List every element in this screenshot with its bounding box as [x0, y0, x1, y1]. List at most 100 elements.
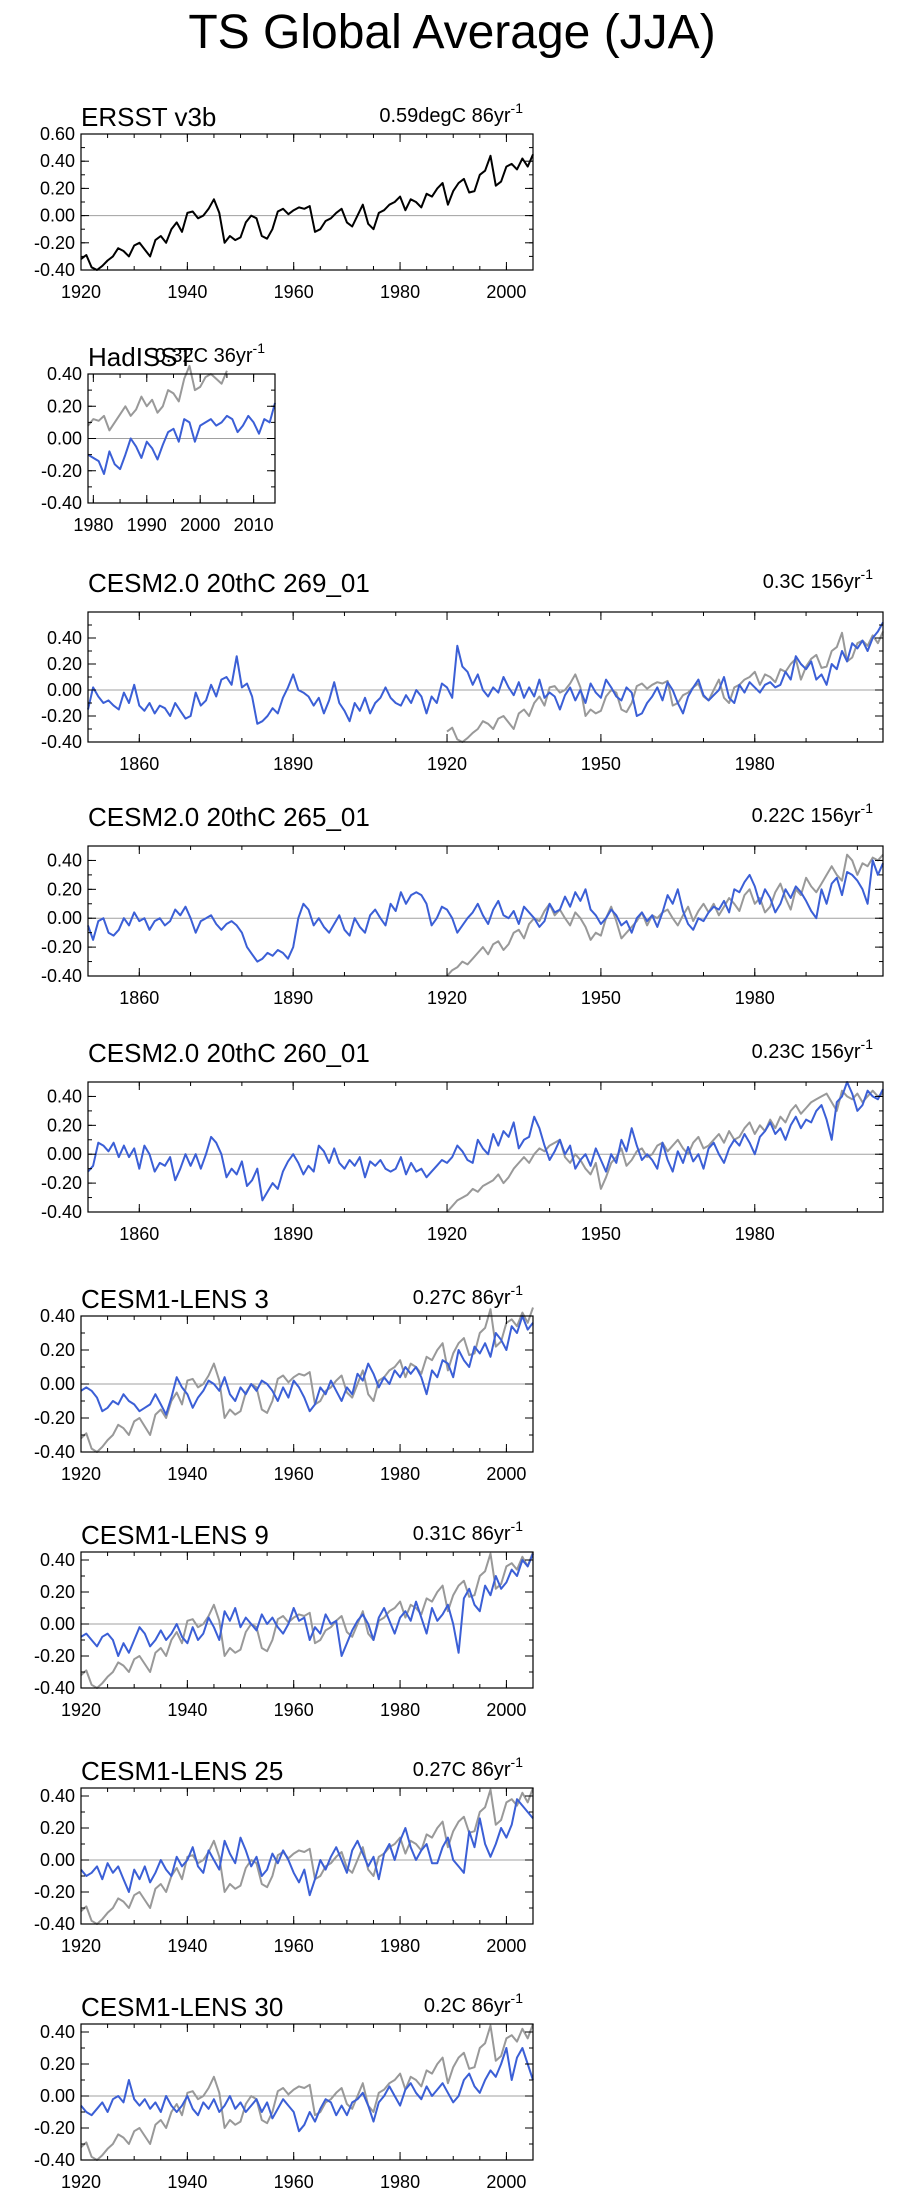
trend-exponent: -1 [511, 1282, 524, 1298]
x-tick-label: 1960 [274, 1464, 314, 1484]
y-tick-label: 0.40 [40, 2022, 75, 2042]
panel-title: CESM2.0 20thC 265_01 [88, 802, 370, 832]
model-series-line [87, 1081, 884, 1202]
y-tick-label: 0.00 [40, 1374, 75, 1394]
trend-exponent: -1 [511, 100, 524, 116]
trend-exponent: -1 [511, 1518, 524, 1534]
reference-series-line [446, 1089, 884, 1213]
y-tick-label: 0.20 [47, 396, 82, 416]
x-tick-label: 1890 [273, 988, 313, 1008]
reference-series-line [80, 1551, 534, 1689]
model-series-line [80, 2047, 534, 2133]
plot-frame [80, 1551, 534, 1689]
panel-cesm2-269: CESM2.0 20thC 269_01 0.3C 156yr-1 -0.40 -0.… [41, 566, 884, 774]
x-tick-label: 1980 [380, 2172, 420, 2192]
y-tick-label: -0.20 [41, 706, 82, 726]
panel-trend: 0.3C 156yr-1 [763, 566, 874, 593]
panel-lens-30: CESM1-LENS 30 0.2C 86yr-1 -0.40 -0.20 0.00 0.… [34, 1990, 534, 2192]
x-tick-label: 1920 [61, 1464, 101, 1484]
y-tick-label: 0.20 [47, 879, 82, 899]
trend-exponent: -1 [253, 340, 266, 356]
y-tick-label: -0.40 [34, 2150, 75, 2170]
y-tick-label: 0.20 [40, 1340, 75, 1360]
y-tick-label: 0.00 [40, 1614, 75, 1634]
y-tick-label: 0.40 [40, 1786, 75, 1806]
x-tick-label: 1980 [380, 282, 420, 302]
y-tick-label: 0.00 [47, 1144, 82, 1164]
panel-cesm2-265: CESM2.0 20thC 265_01 0.22C 156yr-1 -0.40 -0… [41, 800, 884, 1008]
y-tick-label: 0.40 [47, 628, 82, 648]
y-tick-label: 0.00 [47, 429, 82, 449]
trend-value: 0.27C 86yr [413, 1287, 511, 1309]
y-tick-label: 0.40 [40, 1306, 75, 1326]
x-tick-label: 1940 [167, 282, 207, 302]
y-tick-label: -0.20 [34, 2118, 75, 2138]
trend-value: 0.3C 156yr [763, 571, 861, 593]
y-tick-label: 0.60 [40, 124, 75, 144]
x-tick-label: 1950 [581, 1224, 621, 1244]
y-tick-label: 0.20 [40, 178, 75, 198]
model-series-line [87, 402, 276, 475]
y-tick-label: 0.00 [40, 1850, 75, 1870]
panel-title: CESM1-LENS 30 [81, 1992, 283, 2022]
y-tick-label: 0.40 [47, 850, 82, 870]
panel-trend: 0.23C 156yr-1 [752, 1036, 874, 1063]
y-tick-label: 0.40 [40, 1550, 75, 1570]
figure-title: TS Global Average (JJA) [188, 6, 715, 59]
reference-series-line [87, 364, 228, 432]
y-tick-label: 0.00 [40, 2086, 75, 2106]
x-tick-label: 1950 [581, 754, 621, 774]
x-tick-label: 1860 [119, 754, 159, 774]
x-tick-label: 1920 [61, 282, 101, 302]
panel-title: ERSST v3b [81, 102, 216, 132]
plot-frame [80, 133, 534, 271]
x-tick-label: 1940 [167, 2172, 207, 2192]
panel-lens-25: CESM1-LENS 25 0.27C 86yr-1 -0.40 -0.20 0.00 0… [34, 1754, 534, 1956]
y-tick-label: -0.20 [41, 937, 82, 957]
x-tick-label: 1960 [274, 1700, 314, 1720]
trend-value: 0.59degC 86yr [379, 105, 511, 127]
x-tick-label: 2000 [486, 2172, 526, 2192]
y-tick-label: 0.00 [47, 680, 82, 700]
panel-title: CESM1-LENS 9 [81, 1520, 269, 1550]
y-tick-label: -0.20 [41, 461, 82, 481]
panel-trend: 0.59degC 86yr-1 [379, 100, 523, 127]
x-tick-label: 1940 [167, 1700, 207, 1720]
y-tick-label: -0.40 [34, 1678, 75, 1698]
plot-frame [80, 1787, 534, 1925]
reference-series-line [80, 1787, 534, 1925]
y-tick-label: -0.40 [34, 260, 75, 280]
model-series-line [80, 1553, 534, 1657]
x-tick-label: 1940 [167, 1936, 207, 1956]
y-tick-label: -0.40 [41, 493, 82, 513]
y-tick-label: -0.20 [34, 233, 75, 253]
x-tick-label: 1980 [735, 988, 775, 1008]
y-tick-label: -0.20 [41, 1173, 82, 1193]
x-tick-label: 1980 [380, 1464, 420, 1484]
trend-exponent: -1 [861, 800, 874, 816]
plot-frame [87, 845, 884, 977]
plot-frame [87, 1081, 884, 1213]
model-series-line [80, 1798, 534, 1897]
x-tick-label: 1890 [273, 754, 313, 774]
panel-trend: 0.2C 86yr-1 [424, 1990, 523, 2017]
y-tick-label: 0.40 [40, 151, 75, 171]
x-tick-label: 1890 [273, 1224, 313, 1244]
panel-lens-3: CESM1-LENS 3 0.27C 86yr-1 -0.40 -0.20 0.00 0.… [34, 1282, 534, 1484]
panel-title: CESM1-LENS 3 [81, 1284, 269, 1314]
x-tick-label: 1860 [119, 1224, 159, 1244]
y-tick-label: -0.40 [41, 1202, 82, 1222]
x-tick-label: 1920 [61, 1700, 101, 1720]
panel-trend: 0.32C 36yr-1 [155, 340, 266, 367]
x-tick-label: 1980 [380, 1700, 420, 1720]
x-tick-label: 1960 [274, 1936, 314, 1956]
y-tick-label: 0.20 [40, 1818, 75, 1838]
trend-value: 0.23C 156yr [752, 1041, 861, 1063]
x-tick-label: 1990 [127, 515, 167, 535]
x-tick-label: 2000 [486, 282, 526, 302]
y-tick-label: -0.20 [34, 1408, 75, 1428]
panel-trend: 0.27C 86yr-1 [413, 1754, 524, 1781]
trend-value: 0.2C 86yr [424, 1995, 511, 2017]
panels-group: ERSST v3b 0.59degC 86yr-1-0.40-0.200.000.… [34, 100, 884, 2192]
